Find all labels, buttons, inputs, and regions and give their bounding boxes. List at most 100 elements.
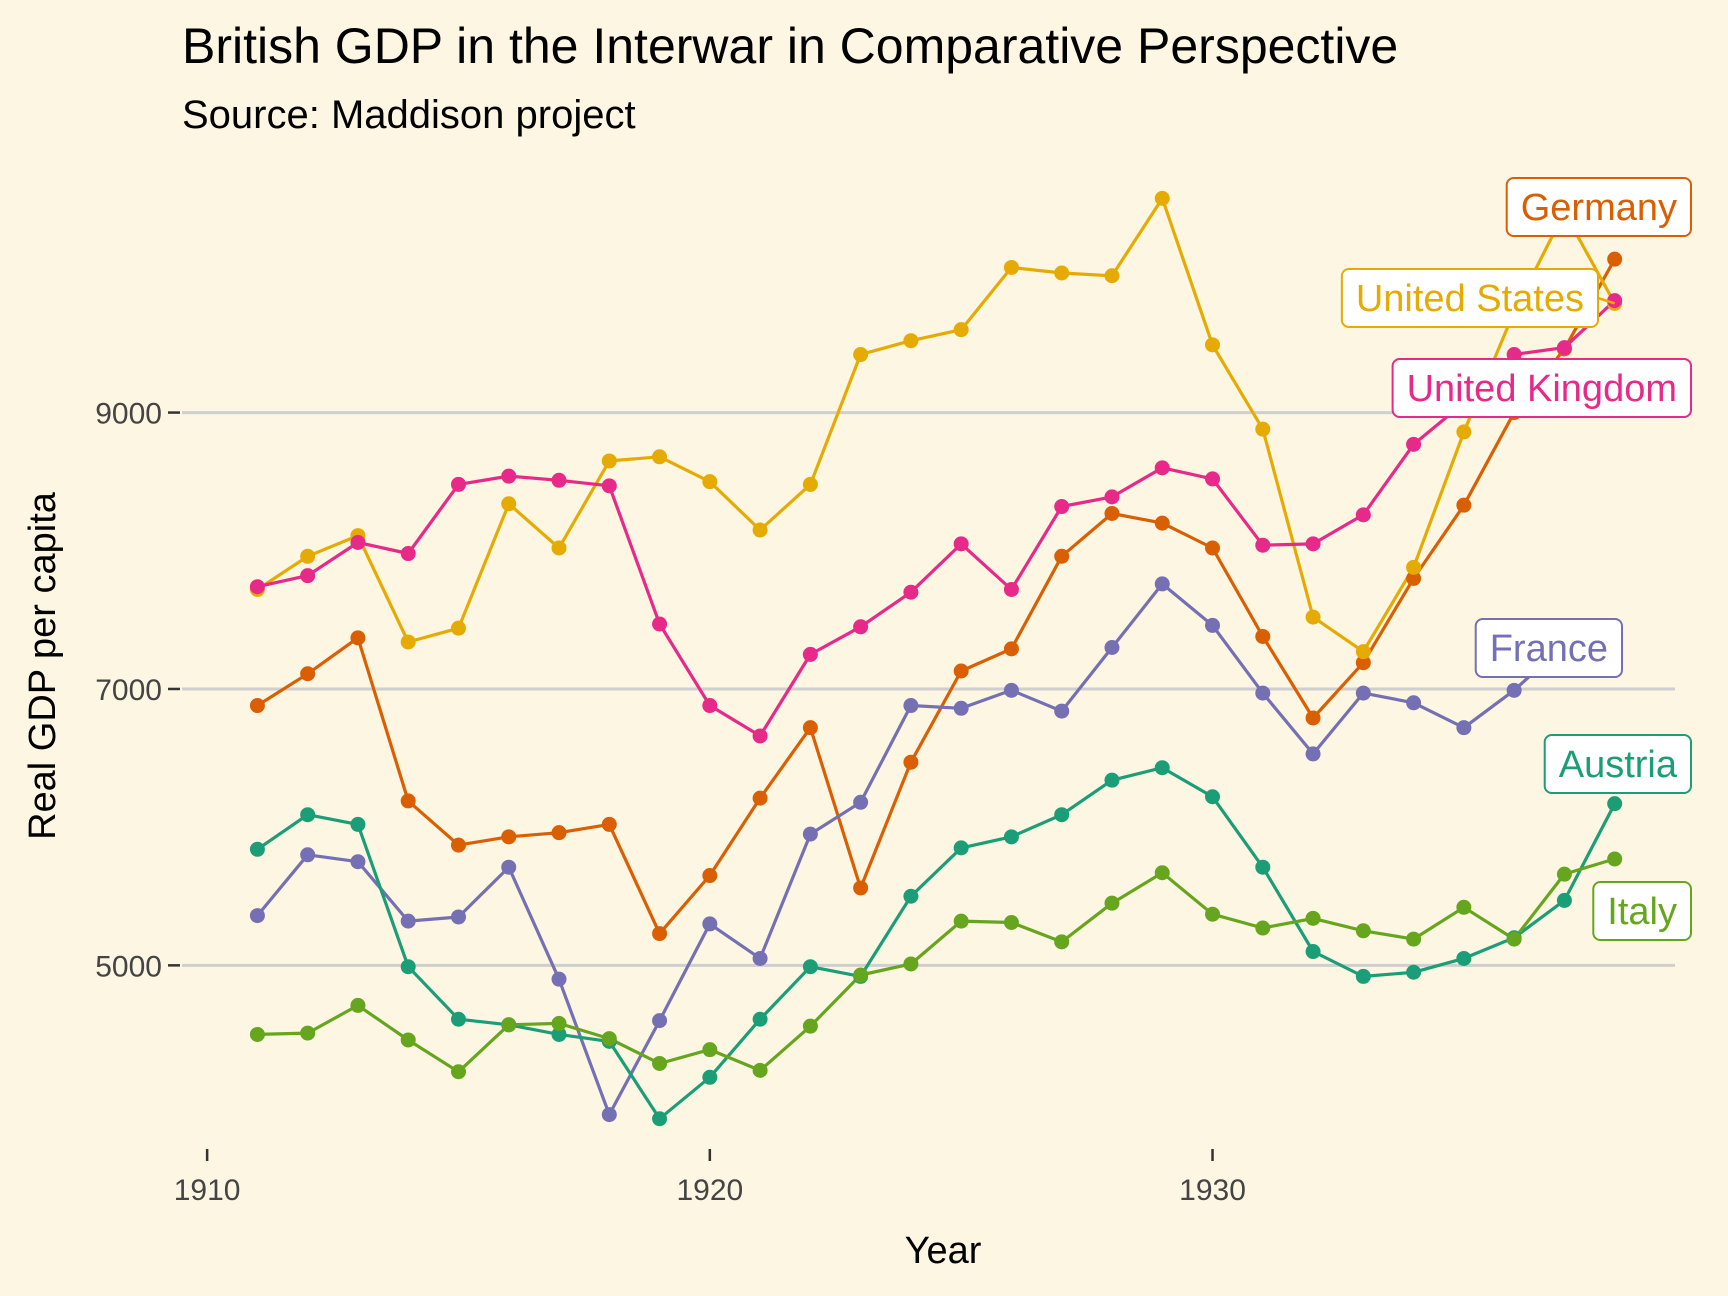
point-united-kingdom: [1154, 460, 1170, 476]
point-united-states: [702, 474, 718, 490]
label-text: Italy: [1607, 891, 1677, 933]
point-germany: [802, 720, 818, 736]
label-box: [1391, 358, 1692, 418]
label-united-kingdom: United Kingdom: [1391, 358, 1692, 418]
point-united-states: [802, 476, 818, 492]
point-united-states: [1104, 268, 1120, 284]
point-france: [300, 847, 316, 863]
point-germany: [501, 829, 517, 845]
point-italy: [953, 913, 969, 929]
chart-subtitle: Source: Maddison project: [182, 93, 636, 137]
point-germany: [400, 793, 416, 809]
point-austria: [1255, 859, 1271, 875]
label-text: Austria: [1559, 744, 1678, 786]
series-line-italy: [257, 857, 1616, 1074]
point-austria: [1104, 772, 1120, 788]
point-germany: [350, 630, 366, 646]
label-united-states: United States: [1340, 268, 1616, 328]
point-germany: [1406, 570, 1422, 586]
point-united-kingdom: [1104, 489, 1120, 505]
label-text: Germany: [1521, 187, 1677, 229]
point-france: [903, 698, 919, 714]
point-france: [450, 909, 466, 925]
point-italy: [400, 1032, 416, 1048]
point-united-states: [1255, 421, 1271, 437]
point-united-kingdom: [903, 584, 919, 600]
point-united-states: [300, 548, 316, 564]
point-united-states: [1355, 644, 1371, 660]
point-france: [1003, 682, 1019, 698]
point-germany: [752, 790, 768, 806]
point-united-kingdom: [249, 579, 265, 595]
point-italy: [1506, 931, 1522, 947]
point-france: [652, 1013, 668, 1029]
point-austria: [1205, 789, 1221, 805]
point-france: [1456, 720, 1472, 736]
point-germany: [1205, 540, 1221, 556]
point-austria: [752, 1011, 768, 1027]
point-italy: [450, 1064, 466, 1080]
point-germany: [1305, 710, 1321, 726]
point-austria: [903, 888, 919, 904]
point-united-states: [1054, 265, 1070, 281]
point-germany: [953, 663, 969, 679]
point-italy: [752, 1062, 768, 1078]
point-italy: [1255, 920, 1271, 936]
label-italy: Italy: [1592, 881, 1692, 941]
point-italy: [1154, 865, 1170, 881]
point-italy: [1054, 934, 1070, 950]
point-united-kingdom: [551, 472, 567, 488]
point-united-kingdom: [1205, 471, 1221, 487]
point-italy: [903, 956, 919, 972]
point-italy: [1003, 915, 1019, 931]
point-germany: [652, 926, 668, 942]
y-tick-label: 7000: [95, 674, 162, 707]
point-united-kingdom: [752, 728, 768, 744]
point-united-kingdom: [400, 546, 416, 562]
label-box: [1474, 618, 1623, 678]
point-france: [249, 908, 265, 924]
point-germany: [903, 754, 919, 770]
point-united-states: [652, 449, 668, 465]
grid: [182, 411, 1675, 967]
point-italy: [350, 997, 366, 1013]
label-leader: [1597, 296, 1616, 305]
series-lines: [256, 196, 1617, 1121]
label-box: [1592, 881, 1692, 941]
point-austria: [300, 807, 316, 823]
point-france: [1305, 746, 1321, 762]
point-italy: [1205, 906, 1221, 922]
point-united-states: [1456, 424, 1472, 440]
point-austria: [1154, 760, 1170, 776]
point-united-kingdom: [802, 646, 818, 662]
label-box: [1505, 177, 1692, 237]
y-axis-title: Real GDP per capita: [22, 491, 64, 840]
point-austria: [1556, 892, 1572, 908]
label-box: [1340, 268, 1599, 328]
point-united-kingdom: [1255, 537, 1271, 553]
point-germany: [601, 816, 617, 832]
y-tick-label: 9000: [95, 398, 162, 431]
point-austria: [1406, 964, 1422, 980]
point-germany: [1456, 497, 1472, 513]
label-text: United States: [1356, 278, 1584, 320]
point-austria: [652, 1111, 668, 1127]
point-united-kingdom: [702, 698, 718, 714]
point-united-kingdom: [1406, 436, 1422, 452]
series-line-united-kingdom: [257, 299, 1616, 738]
point-france: [501, 859, 517, 875]
point-italy: [1355, 923, 1371, 939]
label-germany: Germany: [1505, 177, 1692, 237]
point-france: [350, 854, 366, 870]
point-austria: [1305, 944, 1321, 960]
point-italy: [1556, 866, 1572, 882]
point-italy: [702, 1042, 718, 1058]
point-italy: [551, 1015, 567, 1031]
point-germany: [300, 666, 316, 682]
point-france: [853, 794, 869, 810]
x-axis-title: Year: [905, 1230, 982, 1272]
point-france: [752, 950, 768, 966]
point-italy: [1406, 931, 1422, 947]
point-austria: [1054, 807, 1070, 823]
point-austria: [350, 816, 366, 832]
